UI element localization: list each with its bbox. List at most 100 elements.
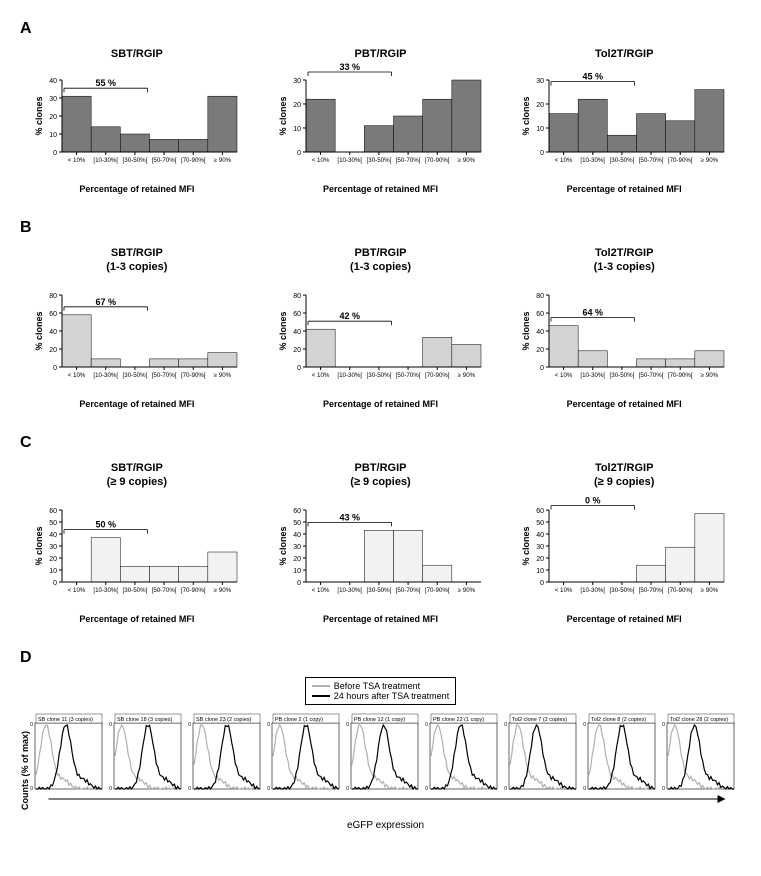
ytick: 60: [293, 508, 301, 515]
ytick: 20: [536, 102, 544, 109]
ytick: 10: [49, 132, 57, 139]
xtick: [30-50%[: [122, 372, 147, 379]
bar-chart: 020406080< 10%[10-30%[[30-50%[[50-70%[[7…: [519, 277, 729, 397]
histogram-cell: 100 0 Tol2 clone 7 (2 copies): [504, 713, 583, 793]
xtick: ≥ 90%: [457, 157, 475, 164]
histogram-trace: [352, 725, 418, 789]
bracket-label: 45 %: [583, 72, 604, 82]
ytick: 0: [583, 786, 586, 792]
xtick: [70-90%[: [424, 157, 449, 164]
histogram-cell: 1000SB clone 11 (3 copies): [30, 713, 109, 793]
bar: [91, 538, 120, 582]
panel-c: C SBT/RGIP(≥ 9 copies)0102030405060< 10%…: [20, 434, 741, 624]
ytick: 30: [293, 544, 301, 551]
xtick: < 10%: [555, 157, 573, 164]
chart-cell: SBT/RGIP010203040< 10%[10-30%[[30-50%[[5…: [20, 48, 254, 194]
panel-b: B SBT/RGIP(1-3 copies)020406080< 10%[10-…: [20, 219, 741, 409]
bar: [578, 351, 607, 367]
chart-xlabel: Percentage of retained MFI: [79, 614, 194, 624]
chart-subtitle: (≥ 9 copies): [107, 476, 167, 488]
histogram-cell: 1000SB clone 23 (2 copies): [188, 713, 267, 793]
xtick: ≥ 90%: [213, 157, 231, 164]
chart-title: SBT/RGIP: [111, 462, 163, 474]
histogram-trace: [589, 725, 655, 789]
ytick: 50: [49, 520, 57, 527]
ytick: 10: [49, 568, 57, 575]
xtick: [70-90%[: [668, 372, 693, 379]
xtick: [10-30%[: [93, 157, 118, 164]
xtick: < 10%: [68, 157, 86, 164]
xtick: [70-90%[: [668, 587, 693, 594]
xtick: ≥ 90%: [213, 372, 231, 379]
bar: [549, 326, 578, 367]
xtick: [30-50%[: [610, 157, 635, 164]
xtick: ≥ 90%: [701, 587, 719, 594]
ytick: 100: [504, 722, 507, 728]
ylabel: % clones: [278, 96, 288, 135]
ylabel: % clones: [278, 311, 288, 350]
xtick: [50-70%[: [395, 372, 420, 379]
xtick: [30-50%[: [610, 587, 635, 594]
ylabel: % clones: [521, 526, 531, 565]
ytick: 0: [297, 580, 301, 587]
histogram-trace: [510, 725, 576, 789]
bar-chart: 020406080< 10%[10-30%[[30-50%[[50-70%[[7…: [276, 277, 486, 397]
flow-histogram: 1000PB clone 22 (1 copy): [425, 713, 501, 793]
chart-subtitle: (1-3 copies): [594, 261, 655, 273]
chart-title: SBT/RGIP: [111, 48, 163, 60]
bar: [120, 134, 149, 152]
flow-histogram: 1000Tol2 clone 28 (2 copies): [662, 713, 738, 793]
xtick: ≥ 90%: [701, 372, 719, 379]
xtick: [70-90%[: [424, 372, 449, 379]
chart-cell: SBT/RGIP(1-3 copies)020406080< 10%[10-30…: [20, 247, 254, 409]
ytick: 60: [536, 508, 544, 515]
bar: [91, 359, 120, 367]
bar: [364, 126, 393, 152]
bar-chart: 0102030405060< 10%[10-30%[[30-50%[[50-70…: [519, 492, 729, 612]
ytick: 0: [53, 365, 57, 372]
xtick: [30-50%[: [366, 587, 391, 594]
bar: [306, 99, 335, 152]
xtick: [50-70%[: [639, 157, 664, 164]
ytick: 20: [536, 347, 544, 354]
bar: [608, 135, 637, 152]
ytick: 100: [267, 722, 270, 728]
bar: [695, 90, 724, 152]
legend-swatch-before: [312, 685, 330, 687]
ytick: 0: [346, 786, 349, 792]
ytick: 100: [109, 722, 112, 728]
chart-cell: Tol2T/RGIP0102030< 10%[10-30%[[30-50%[[5…: [507, 48, 741, 194]
xtick: [30-50%[: [366, 372, 391, 379]
ytick: 0: [297, 150, 301, 157]
bar: [422, 337, 451, 367]
bar-chart: 010203040< 10%[10-30%[[30-50%[[50-70%[[7…: [32, 62, 242, 182]
chart-title: Tol2T/RGIP: [595, 48, 653, 60]
ytick: 10: [536, 568, 544, 575]
flow-histogram: 1000PB clone 2 (1 copy): [267, 713, 343, 793]
flow-histogram: 1000PB clone 12 (1 copy): [346, 713, 422, 793]
legend-label-after: 24 hours after TSA treatment: [334, 691, 449, 701]
bar: [695, 351, 724, 367]
bar: [666, 359, 695, 367]
xtick: < 10%: [555, 587, 573, 594]
chart-xlabel: Percentage of retained MFI: [79, 399, 194, 409]
chart-subtitle: (≥ 9 copies): [350, 476, 410, 488]
histogram-title: PB clone 2 (1 copy): [275, 717, 323, 723]
xtick: [50-70%[: [395, 157, 420, 164]
ytick: 80: [293, 293, 301, 300]
chart-title: PBT/RGIP: [355, 48, 407, 60]
bracket-label: 50 %: [95, 520, 116, 530]
histogram-trace: [194, 725, 260, 789]
ytick: 40: [49, 329, 57, 336]
histogram-title: Tol2 clone 7 (2 copies): [512, 717, 567, 723]
histogram-title: SB clone 11 (3 copies): [38, 717, 93, 723]
ytick: 30: [49, 544, 57, 551]
bar-chart: 0102030405060< 10%[10-30%[[30-50%[[50-70…: [32, 492, 242, 612]
chart-title: Tol2T/RGIP: [595, 247, 653, 259]
histogram-title: SB clone 18 (3 copies): [117, 717, 173, 723]
histogram-title: PB clone 12 (1 copy): [354, 717, 405, 723]
chart-cell: PBT/RGIP(≥ 9 copies)0102030405060< 10%[1…: [264, 462, 498, 624]
chart-cell: Tol2T/RGIP (1-3 copies) 020406080< 10%[10-…: [507, 247, 741, 409]
bracket-label: 43 %: [339, 512, 360, 522]
flow-histogram: 1000Tol2 clone 7 (2 copies): [504, 713, 580, 793]
